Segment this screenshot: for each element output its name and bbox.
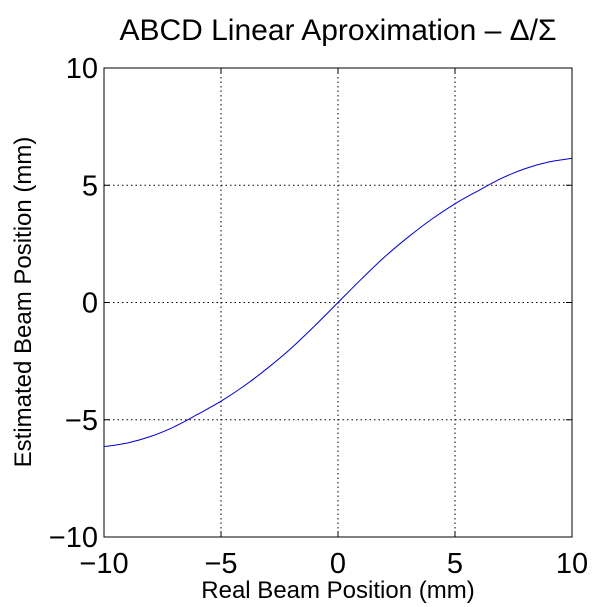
y-tick-label: 0	[82, 288, 98, 320]
series-line	[103, 157, 573, 448]
y-tick-label: 5	[82, 170, 98, 202]
y-tick-label: −10	[49, 522, 98, 554]
chart-title: ABCD Linear Aproximation – Δ/Σ	[119, 14, 556, 47]
x-tick-label: 0	[330, 548, 346, 580]
y-tick-label: −5	[65, 405, 98, 437]
x-tick-label: −5	[204, 548, 237, 580]
x-tick-label: 10	[556, 548, 588, 580]
x-tick-label: −10	[79, 548, 128, 580]
y-tick-label: 10	[66, 53, 98, 85]
ticks: −10 −5 0 5 10 −10 −5 0 5 10	[49, 53, 588, 580]
y-axis-label: Estimated Beam Position (mm)	[10, 137, 37, 468]
series-layer	[103, 157, 573, 448]
x-tick-label: 5	[447, 548, 463, 580]
x-axis-label: Real Beam Position (mm)	[201, 577, 474, 604]
